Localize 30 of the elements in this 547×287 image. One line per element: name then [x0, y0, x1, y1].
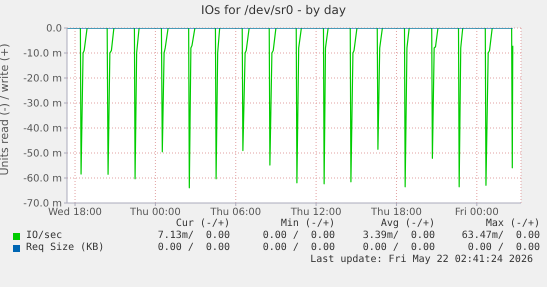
- text: Max (-/+): [484, 218, 540, 229]
- x-tick-label: Fri 00:00: [454, 207, 499, 218]
- y-tick-label: -10.0 m: [23, 48, 62, 60]
- legend-label: Req Size (KB): [26, 242, 104, 253]
- chart-title: IOs for /dev/sr0 - by day: [200, 3, 347, 17]
- x-tick-label: Thu 06:00: [209, 207, 262, 218]
- text: 63.47m/ 0.00: [460, 230, 540, 241]
- legend-label: IO/sec: [26, 230, 62, 241]
- x-tick-label: Thu 12:00: [290, 207, 342, 218]
- y-tick-label: -60.0 m: [23, 174, 62, 185]
- y-tick-label: -30.0 m: [23, 98, 62, 110]
- y-axis-title: Units read (-) / write (+): [0, 43, 11, 176]
- text: Last update: Fri May 22 02:41:24 2026: [310, 254, 533, 265]
- text: 0.00 / 0.00: [262, 230, 335, 241]
- text: Cur (-/+): [174, 218, 230, 229]
- text: 0.00 / 0.00: [156, 242, 230, 253]
- text: Min (-/+): [280, 218, 335, 229]
- y-tick-label: 0.0: [46, 24, 62, 35]
- x-tick-label: Thu 00:00: [129, 207, 181, 218]
- text: 0.00 / 0.00: [362, 242, 435, 253]
- text: Avg (-/+): [380, 218, 435, 229]
- y-tick-label: -50.0 m: [23, 148, 62, 160]
- text: 0.00 / 0.00: [262, 242, 335, 253]
- text: 3.39m/ 0.00: [362, 230, 435, 241]
- y-tick-label: -20.0 m: [23, 74, 62, 85]
- text: 7.13m/ 0.00: [156, 230, 230, 241]
- y-tick-label: -40.0 m: [23, 124, 62, 135]
- x-tick-label: Wed 18:00: [48, 207, 102, 218]
- x-tick-label: Thu 18:00: [370, 207, 422, 218]
- text: 0.00 / 0.00: [466, 242, 540, 253]
